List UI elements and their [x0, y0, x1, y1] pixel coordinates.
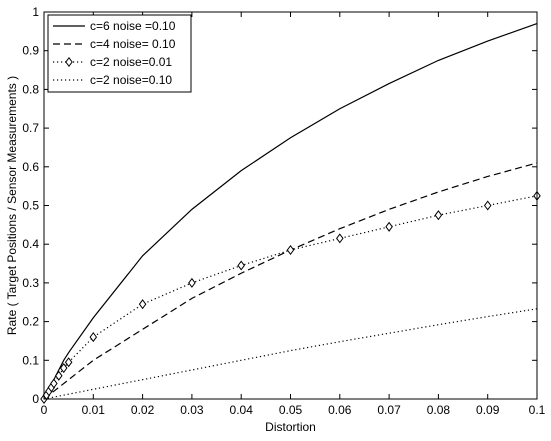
- y-tick-label: 0.8: [22, 82, 39, 96]
- data-point-diamond: [55, 370, 63, 381]
- y-tick-label: 0.1: [22, 353, 39, 367]
- data-point-diamond: [138, 299, 147, 310]
- x-axis-label: Distortion: [265, 420, 316, 434]
- legend-label-1: c=4 noise= 0.10: [90, 37, 176, 51]
- x-tick-label: 0.08: [427, 403, 451, 417]
- x-tick-label: 0.04: [230, 403, 254, 417]
- data-point-diamond: [50, 378, 58, 389]
- legend-label-2: c=2 noise=0.01: [90, 55, 172, 69]
- data-point-diamond: [64, 357, 73, 368]
- series-line-1: [43, 162, 538, 400]
- y-tick-label: 0.7: [22, 121, 39, 135]
- x-tick-label: 0.09: [476, 403, 500, 417]
- data-point-diamond: [434, 210, 443, 221]
- y-tick-label: 0: [32, 392, 39, 406]
- series-line-3: [43, 308, 538, 400]
- y-tick-label: 0.4: [22, 237, 39, 251]
- data-point-diamond: [65, 56, 73, 68]
- data-point-diamond: [483, 200, 492, 211]
- legend-label-0: c=6 noise =0.10: [90, 19, 176, 33]
- legend: c=6 noise =0.10 c=4 noise= 0.10 c=2 noise=…: [47, 14, 192, 93]
- data-point-diamond: [188, 277, 196, 288]
- y-tick-label: 1: [32, 5, 39, 19]
- x-tick-label: 0.1: [529, 403, 546, 417]
- y-tick-label: 0.2: [22, 315, 39, 329]
- data-point-diamond: [89, 332, 98, 343]
- plot-area: [40, 23, 541, 405]
- x-tick-label: 0.06: [328, 403, 352, 417]
- series-line-2: [43, 195, 538, 400]
- x-tick-label: 0.05: [279, 403, 303, 417]
- y-tick-label: 0.5: [22, 199, 39, 213]
- data-point-diamond: [59, 363, 68, 374]
- x-tick-label: 0.07: [377, 403, 401, 417]
- data-point-diamond: [237, 260, 245, 271]
- x-tick-label: 0.03: [180, 403, 204, 417]
- y-tick-label: 0.6: [22, 160, 39, 174]
- data-point-diamond: [286, 244, 295, 256]
- y-axis-label: Rate ( Target Positions / Sensor Measure…: [5, 76, 19, 335]
- data-point-diamond: [336, 233, 344, 244]
- legend-label-3: c=2 noise=0.10: [90, 73, 172, 87]
- y-tick-label: 0.3: [22, 276, 39, 290]
- y-tick-label: 0.9: [22, 44, 39, 58]
- legend-box: [47, 14, 192, 93]
- x-tick-label: 0.02: [131, 403, 155, 417]
- x-tick-label: 0.01: [82, 403, 106, 417]
- x-tick-label: 0: [41, 403, 48, 417]
- axes-layer: 0 0.01 0.02 0.03 0.04 0.05 0.06 0.07 0.08 0.09 0.1…: [22, 5, 545, 417]
- data-point-diamond: [385, 221, 393, 232]
